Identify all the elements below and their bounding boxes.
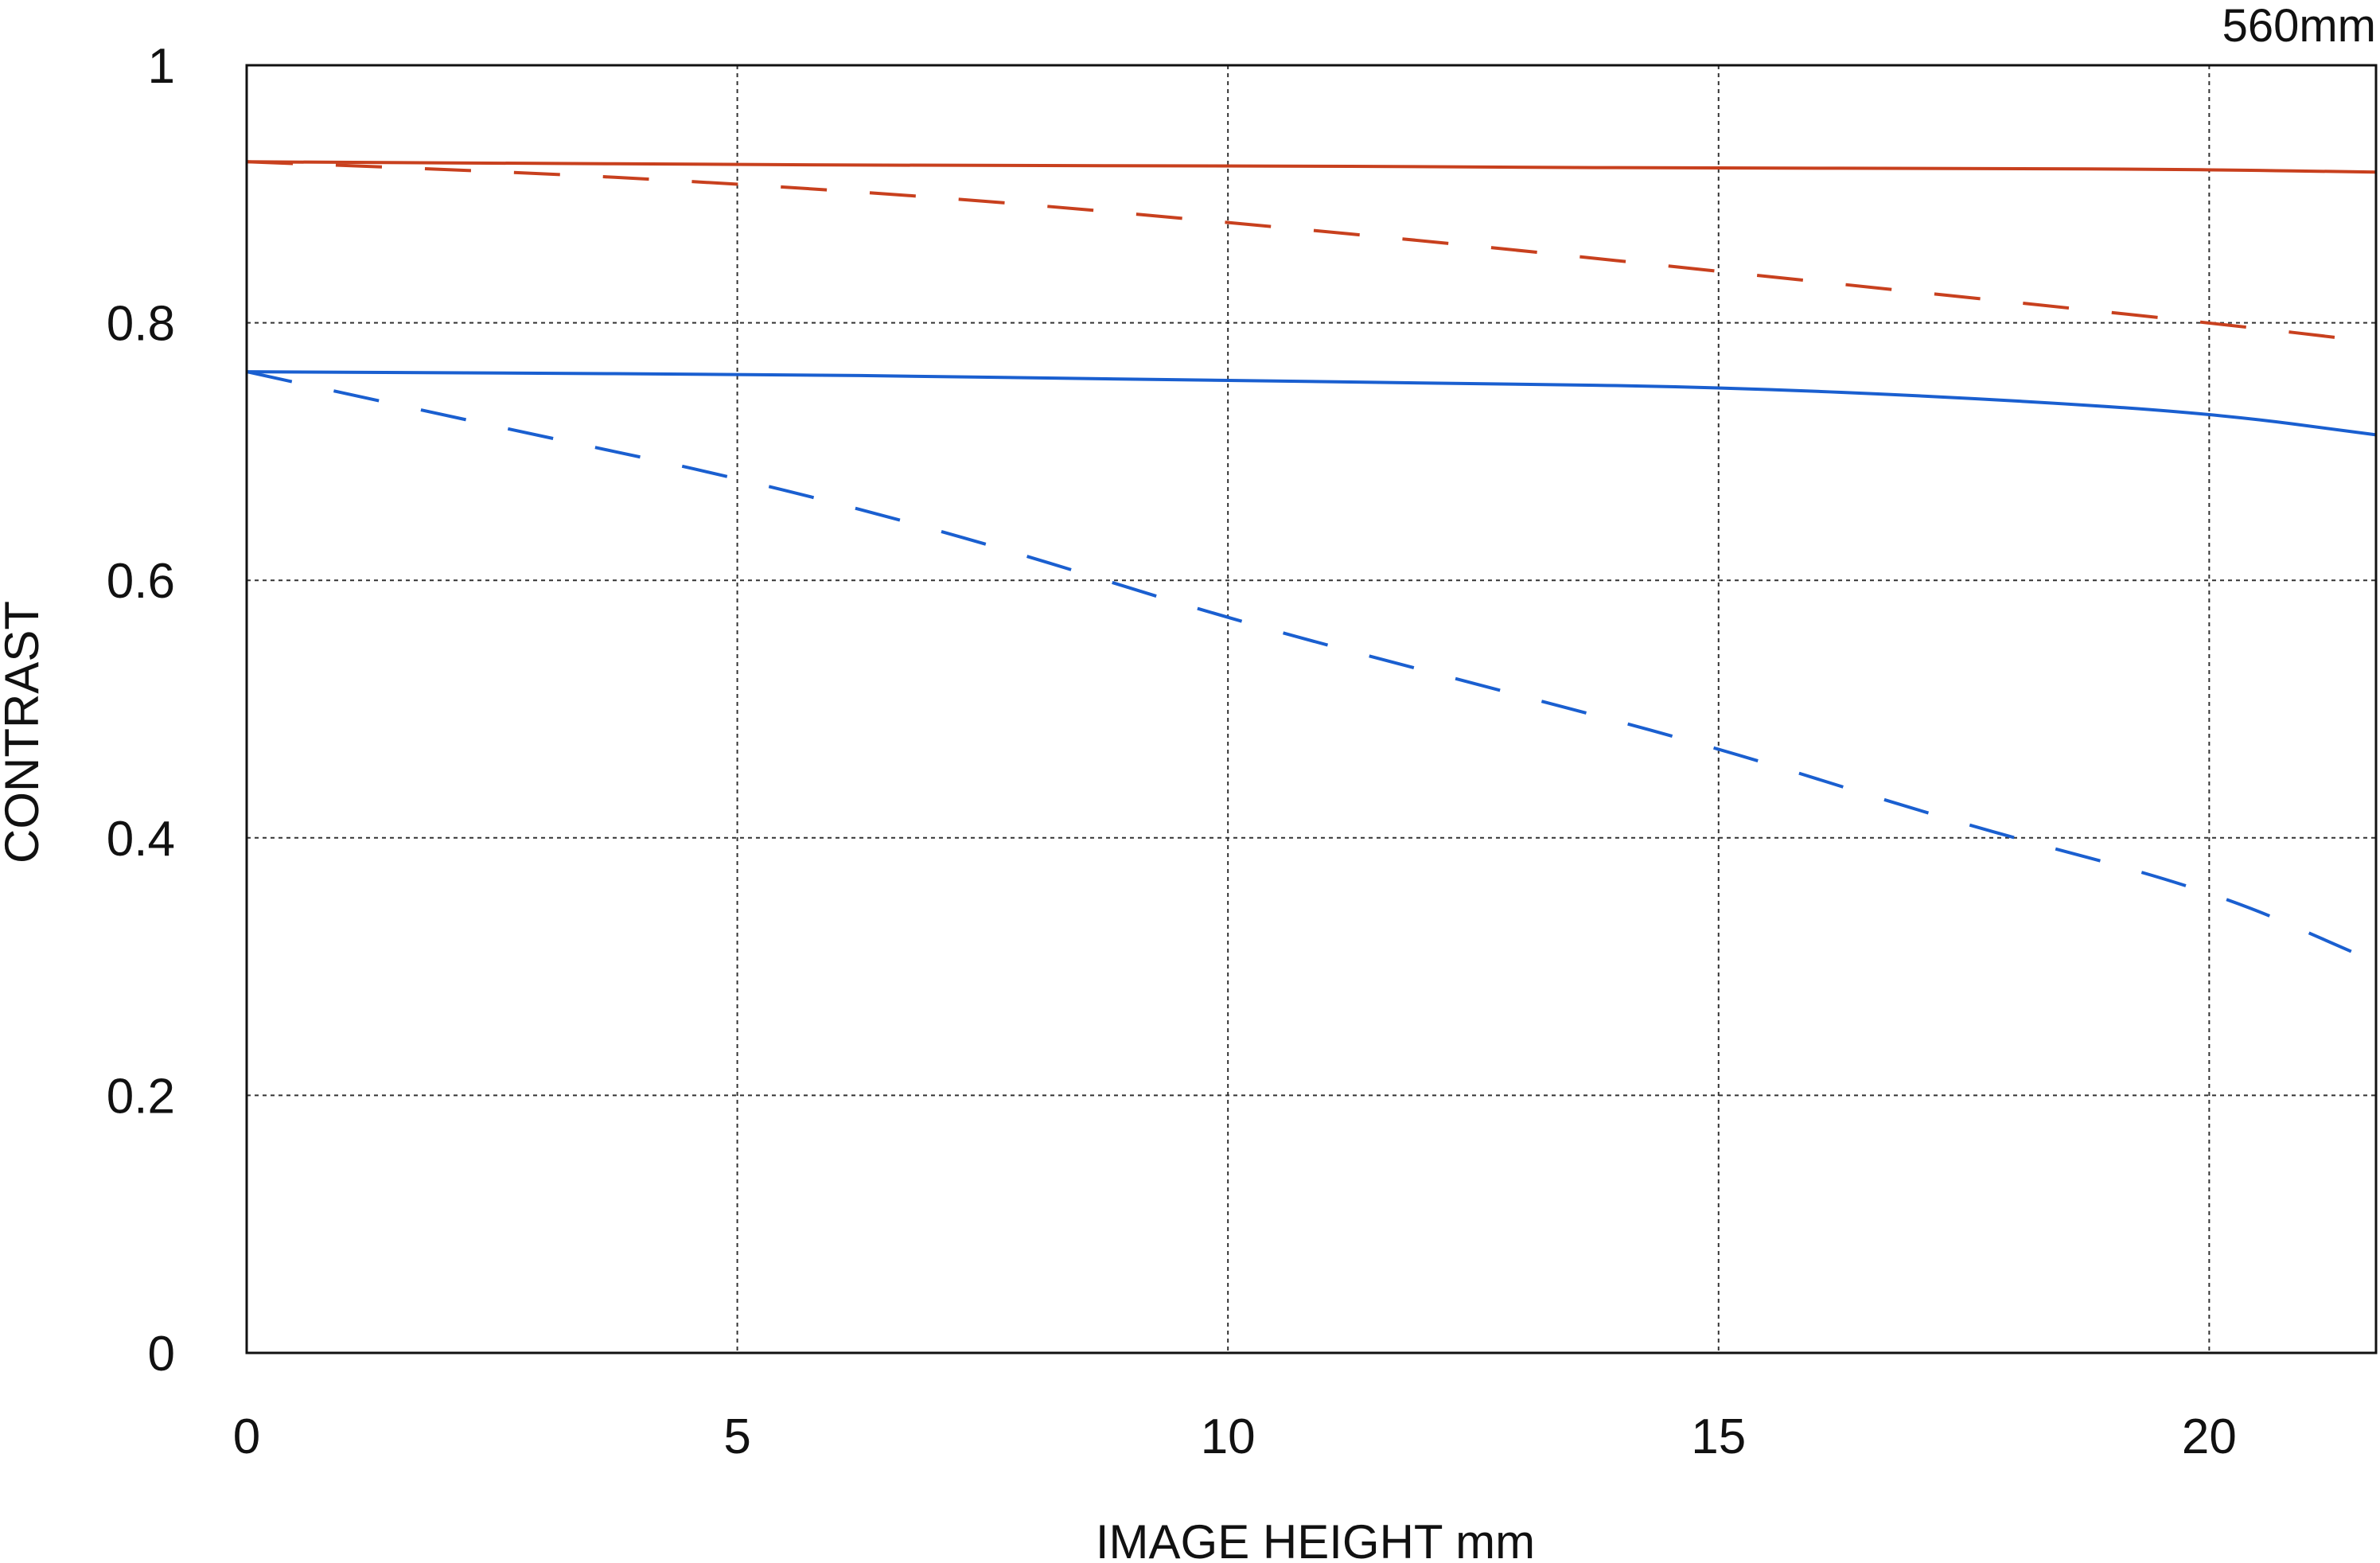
series-line-1 xyxy=(246,160,2377,174)
x-tick-label: 20 xyxy=(2182,1409,2237,1464)
x-tick-label: 15 xyxy=(1691,1409,1746,1464)
grid-lines xyxy=(247,65,2376,1353)
y-tick-label: 0.4 xyxy=(107,812,175,867)
focal-length-label: 560mm xyxy=(2222,0,2376,52)
series-line-3 xyxy=(246,370,2377,437)
y-tick-label: 0.8 xyxy=(107,297,175,352)
series-line-4 xyxy=(246,370,2358,956)
y-tick-label: 0.2 xyxy=(107,1069,175,1124)
tick-labels: 0 5 10 15 20 0 0.2 0.4 0.6 0.8 1 xyxy=(107,39,2237,1464)
x-axis-title: IMAGE HEIGHT mm xyxy=(1096,1515,1535,1563)
series-lines xyxy=(246,160,2377,956)
y-tick-label: 0 xyxy=(148,1327,175,1382)
x-tick-label: 10 xyxy=(1201,1409,1256,1464)
y-axis-title: CONTRAST xyxy=(0,601,49,863)
y-tick-label: 1 xyxy=(148,39,175,94)
series-line-2 xyxy=(246,160,2377,344)
y-tick-label: 0.6 xyxy=(107,554,175,609)
plot-frame xyxy=(245,64,2378,1354)
x-tick-label: 5 xyxy=(723,1409,750,1464)
x-tick-label: 0 xyxy=(233,1409,260,1464)
